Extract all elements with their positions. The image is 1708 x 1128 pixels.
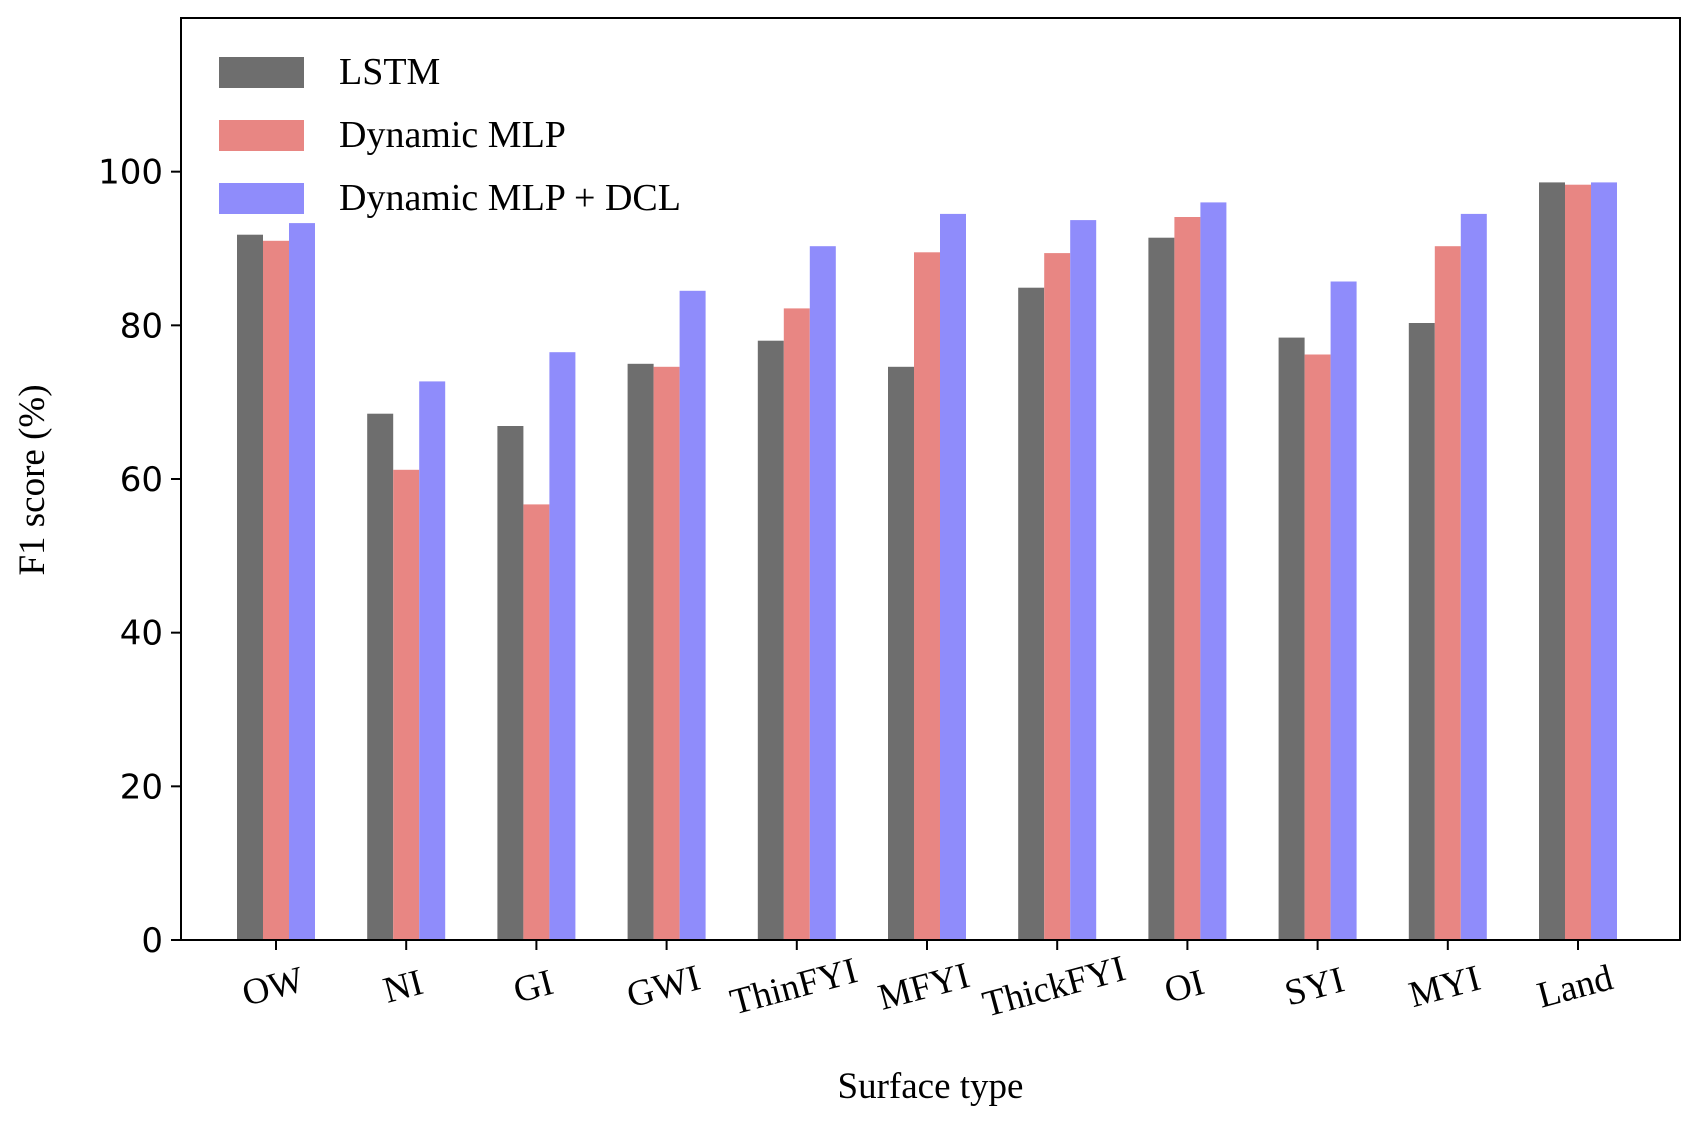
bar-myi-series-2 [1434,246,1461,940]
bar-thinfyi-series-3 [809,246,836,940]
bar-thickfyi-series-2 [1044,253,1071,941]
legend-label-3: Dynamic MLP + DCL [339,177,681,219]
y-tick-label: 0 [141,921,163,961]
bar-syi-series-2 [1304,354,1331,940]
bar-thinfyi-series-2 [783,308,810,940]
legend-swatch-2 [219,120,304,151]
legend-label-1: LSTM [339,51,440,93]
y-tick-label: 80 [120,306,163,346]
bar-oi-series-3 [1200,202,1227,940]
bar-gwi-series-2 [653,366,680,940]
y-axis-label: F1 score (%) [12,384,53,575]
bar-myi-series-1 [1408,323,1435,940]
plot-frame [180,17,1681,941]
bar-gwi-series-1 [627,363,654,941]
y-axis-ticks: 0 20 40 60 80 100 [98,153,181,961]
bars-layer [237,182,1617,941]
bar-gi-series-2 [523,504,550,940]
bar-syi-series-1 [1278,337,1305,941]
bar-mfyi-series-1 [888,366,914,940]
bar-thinfyi-series-1 [757,340,784,940]
bar-mfyi-series-2 [914,252,940,941]
bar-ow-series-3 [289,223,315,941]
legend: LSTM Dynamic MLP Dynamic MLP + DCL [219,51,681,219]
bar-mfyi-series-3 [940,213,966,940]
bar-gi-series-1 [497,426,524,940]
bar-land-series-1 [1539,182,1565,940]
bar-thickfyi-series-1 [1018,287,1045,940]
x-axis-label: Surface type [838,1066,1024,1107]
bar-gi-series-3 [549,352,576,940]
bar-gwi-series-3 [679,290,706,940]
y-tick-label: 100 [98,153,163,193]
bar-ow-series-1 [237,234,263,940]
bar-ni-series-1 [367,413,394,940]
legend-label-2: Dynamic MLP [339,114,566,156]
y-tick-label: 60 [120,460,163,500]
legend-swatch-1 [219,57,304,88]
bar-thickfyi-series-3 [1070,220,1097,941]
y-tick-label: 40 [120,614,163,654]
bar-land-series-3 [1591,182,1617,940]
bar-myi-series-3 [1460,213,1487,940]
bar-ow-series-2 [263,240,289,941]
bar-land-series-2 [1565,184,1591,940]
bar-ni-series-3 [419,381,446,940]
y-tick-label: 20 [120,767,163,807]
bar-ni-series-2 [393,469,420,940]
bar-oi-series-2 [1174,217,1201,940]
bar-oi-series-1 [1148,237,1175,940]
legend-swatch-3 [219,183,304,214]
bar-syi-series-3 [1330,281,1357,940]
